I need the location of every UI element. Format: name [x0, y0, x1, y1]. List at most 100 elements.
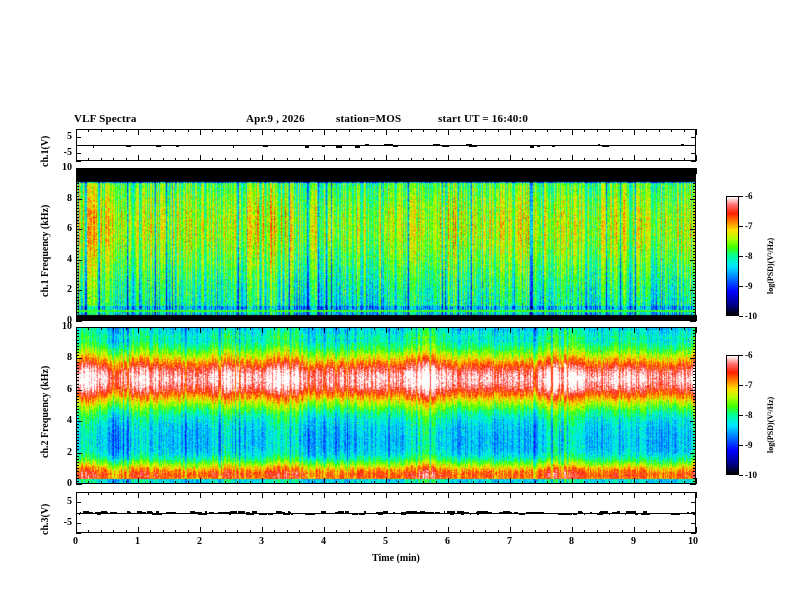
- y-tick: [76, 213, 79, 215]
- wave-noise-mark: [538, 511, 545, 514]
- x-tick: [100, 481, 102, 484]
- y-tick: [690, 484, 696, 485]
- y-tick: [76, 253, 79, 255]
- x-tick: [274, 492, 276, 495]
- y-tick: [693, 455, 696, 457]
- x-tick: [274, 327, 276, 330]
- y-tick: [76, 512, 81, 514]
- wave-noise-mark: [78, 512, 81, 515]
- x-tick: [150, 168, 152, 171]
- x-tick: [510, 527, 511, 533]
- wave-noise-mark: [509, 512, 513, 515]
- x-tick: [609, 327, 611, 330]
- wave-noise-mark: [195, 511, 201, 514]
- wave-noise-mark: [154, 512, 163, 515]
- y-tick: [76, 440, 79, 442]
- y-tick: [693, 367, 696, 369]
- wave-noise-mark: [218, 512, 225, 515]
- x-tick: [88, 318, 90, 321]
- colorbar-tick-label: -8: [745, 410, 753, 420]
- x-tick: [671, 318, 673, 321]
- wave-noise-mark: [681, 144, 685, 147]
- y-tick: [76, 465, 79, 467]
- y-tick-label: 2: [67, 284, 72, 296]
- wave-noise-mark: [501, 511, 507, 514]
- x-tick: [609, 129, 611, 132]
- x-tick: [435, 481, 437, 484]
- x-tick: [584, 492, 586, 495]
- y-tick: [76, 244, 79, 246]
- y-tick: [76, 275, 79, 277]
- x-tick: [336, 168, 338, 171]
- x-tick: [88, 492, 90, 495]
- x-tick: [100, 168, 102, 171]
- y-tick: [76, 201, 79, 203]
- y-tick: [693, 226, 696, 228]
- x-tick: [125, 168, 127, 171]
- wave-noise-mark: [602, 144, 609, 147]
- wave-noise-mark: [383, 511, 388, 514]
- wave-noise-mark: [608, 512, 611, 515]
- y-tick: [76, 484, 82, 485]
- y-tick: [693, 232, 696, 234]
- x-tick: [212, 530, 214, 533]
- y-tick: [76, 462, 79, 464]
- x-tick: [696, 478, 697, 484]
- wave-noise-mark: [310, 512, 316, 515]
- y-tick: [693, 171, 696, 173]
- x-tick: [410, 129, 412, 132]
- x-tick: [448, 129, 449, 135]
- x-tick: [274, 158, 276, 161]
- wave-noise-mark: [434, 512, 440, 515]
- y-tick: [76, 352, 79, 354]
- y-tick: [693, 287, 696, 289]
- x-tick: [460, 168, 462, 171]
- x-tick: [547, 158, 549, 161]
- y-tick: [693, 474, 696, 476]
- x-tick: [361, 492, 363, 495]
- x-tick: [485, 481, 487, 484]
- x-tick: [683, 492, 685, 495]
- wave-noise-mark: [447, 511, 451, 514]
- x-tick: [472, 129, 474, 132]
- wave-noise-mark: [152, 512, 156, 515]
- wave-noise-mark: [589, 511, 593, 514]
- x-tick: [547, 492, 549, 495]
- x-tick: [683, 318, 685, 321]
- y-tick: [693, 299, 696, 301]
- y-tick: [76, 449, 79, 451]
- x-tick: [621, 492, 623, 495]
- x-tick: [249, 327, 251, 330]
- x-tick: [596, 492, 598, 495]
- y-tick: [76, 433, 79, 435]
- colorbar-tick-label: -7: [745, 221, 753, 231]
- y-tick: [76, 358, 82, 360]
- y-tick: [76, 327, 82, 328]
- x-tick: [460, 327, 462, 330]
- station-label: station=MOS: [336, 113, 402, 125]
- observation-date: Apr.9 , 2026: [246, 113, 305, 125]
- y-tick: [693, 216, 696, 218]
- x-tick: [286, 168, 288, 171]
- y-tick: [693, 207, 696, 209]
- y-tick: [693, 275, 696, 277]
- x-tick: [162, 168, 164, 171]
- x-tick: [162, 318, 164, 321]
- x-tick: [510, 492, 511, 498]
- x-tick: [534, 168, 536, 171]
- y-tick: [76, 345, 79, 347]
- x-tick-label: 1: [135, 536, 140, 547]
- wave-noise-mark: [251, 511, 257, 513]
- x-tick: [88, 481, 90, 484]
- x-tick: [249, 168, 251, 171]
- x-tick: [286, 327, 288, 330]
- x-tick: [485, 129, 487, 132]
- y-tick: [76, 241, 79, 243]
- wave-noise-mark: [631, 512, 636, 515]
- y-tick: [690, 327, 696, 328]
- y-tick: [693, 348, 696, 350]
- x-tick: [448, 492, 449, 498]
- wave-noise-mark: [573, 513, 577, 516]
- y-tick: [76, 414, 79, 416]
- y-tick: [693, 386, 696, 388]
